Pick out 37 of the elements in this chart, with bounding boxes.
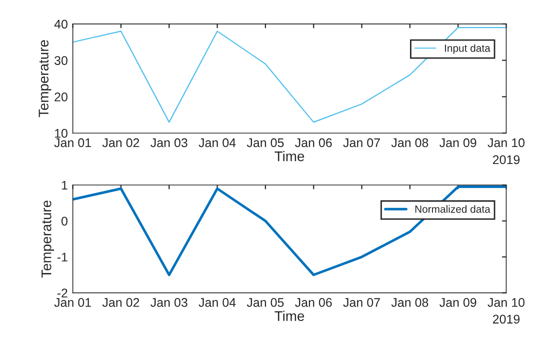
x-tick-label: Jan 06: [295, 138, 332, 148]
y-tick-label: 30: [54, 56, 68, 65]
line-series: [72, 27, 506, 123]
x-axis-title: Time: [274, 151, 304, 162]
x-axis-title: Time: [274, 310, 304, 321]
x-tick-label: Jan 05: [246, 298, 284, 307]
y-axis-title: Temperature: [38, 40, 52, 118]
y-tick-label: 1: [62, 180, 68, 190]
x-tick-label: Jan 07: [343, 138, 380, 148]
text: 2019: [492, 155, 520, 164]
text: 2019: [492, 314, 520, 324]
x-tick-label: Jan 04: [198, 138, 236, 148]
x-tick-label: Jan 09: [440, 138, 476, 148]
y-axis-title: Temperature: [42, 200, 54, 278]
x-tick-label: Jan 02: [102, 298, 140, 307]
legend-label: Normalized data: [415, 205, 490, 213]
x-tick-label: Jan 09: [440, 298, 476, 307]
x-tick-label: Jan 05: [246, 138, 284, 148]
y-tick-label: 10: [54, 128, 68, 138]
x-tick-label: Jan 03: [150, 138, 188, 148]
y-tick-label: 0: [61, 216, 68, 226]
x-tick-label: Jan 08: [391, 298, 428, 307]
x-tick-label: Jan 06: [295, 298, 332, 307]
x-tick-label: Jan 03: [150, 298, 188, 307]
x-tick-label: Jan 08: [391, 138, 428, 148]
x-tick-label: Jan 04: [198, 298, 236, 307]
x-tick-label: Jan 01: [54, 298, 91, 307]
x-tick-label: Jan 10: [488, 298, 525, 307]
x-tick-label: Jan 01: [54, 138, 91, 148]
y-tick-label: 20: [54, 92, 68, 102]
x-tick-label: Jan 07: [343, 298, 380, 307]
x-tick-label: Jan 10: [488, 138, 525, 148]
y-tick-label: -2: [57, 288, 68, 298]
x-tick-label: Jan 02: [102, 138, 140, 148]
legend-label: Input data: [444, 44, 490, 54]
y-tick-label: -1: [57, 252, 68, 262]
y-tick-label: 40: [54, 20, 68, 29]
